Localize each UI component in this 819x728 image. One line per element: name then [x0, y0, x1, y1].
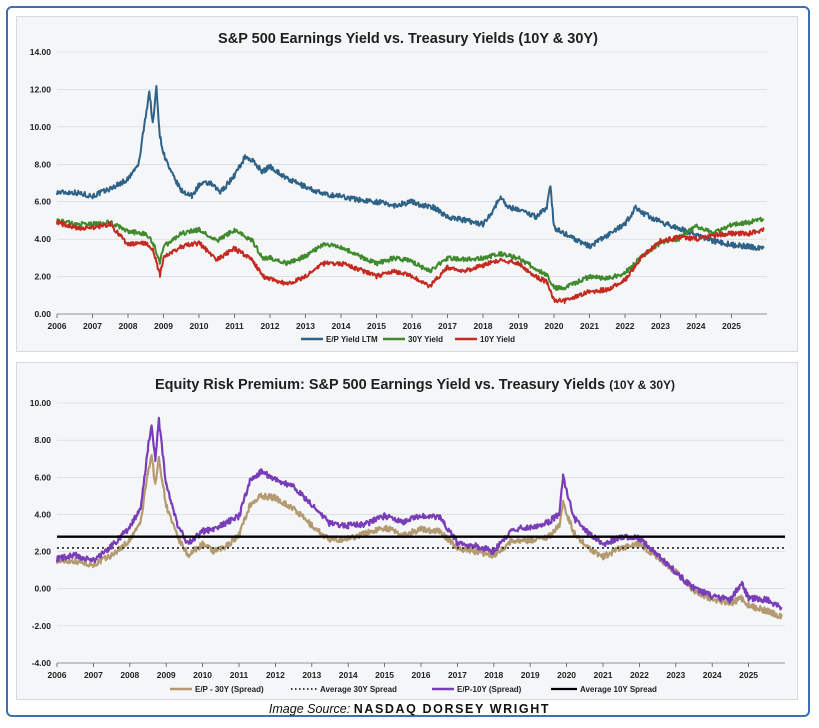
x-tick-label: 2019 [521, 670, 540, 680]
legend-label-spread30: E/P - 30Y (Spread) [195, 685, 264, 694]
x-tick-label: 2013 [302, 670, 321, 680]
chart-title-main: Equity Risk Premium: S&P 500 Earnings Yi… [155, 377, 605, 393]
yields-chart: S&P 500 Earnings Yield vs. Treasury Yiel… [30, 31, 767, 344]
x-tick-label: 2024 [687, 321, 706, 331]
x-tick-label: 2006 [48, 670, 67, 680]
x-tick-label: 2020 [545, 321, 564, 331]
y-tick-label: 14.00 [30, 47, 52, 57]
source-prefix: Image Source: [268, 702, 351, 716]
x-tick-label: 2008 [120, 670, 139, 680]
x-tick-label: 2020 [557, 670, 576, 680]
legend-label-avg10: Average 10Y Spread [580, 685, 657, 694]
series-line-ep [56, 85, 765, 252]
legend-label-spread10: E/P-10Y (Spread) [457, 685, 522, 694]
y-tick-label: 4.00 [34, 509, 51, 519]
y-tick-label: 0.00 [34, 309, 51, 319]
x-tick-label: 2017 [438, 321, 457, 331]
x-tick-label: 2022 [630, 670, 649, 680]
x-tick-label: 2018 [474, 321, 493, 331]
x-tick-label: 2019 [509, 321, 528, 331]
legend-label-30y: 30Y Yield [408, 335, 443, 344]
series-line-10y [56, 219, 765, 304]
x-tick-label: 2022 [616, 321, 635, 331]
x-tick-label: 2012 [261, 321, 280, 331]
chart-panel-risk-premium: Equity Risk Premium: S&P 500 Earnings Yi… [16, 362, 798, 700]
x-tick-label: 2024 [703, 670, 722, 680]
y-tick-label: 6.00 [34, 197, 51, 207]
source-brand: NASDAQ DORSEY WRIGHT [353, 702, 551, 716]
x-tick-label: 2016 [412, 670, 431, 680]
x-tick-label: 2007 [84, 670, 103, 680]
x-tick-label: 2023 [651, 321, 670, 331]
y-tick-label: 10.00 [30, 398, 52, 408]
plot-area: -4.00 -2.00 0.00 2.00 4.00 6.00 8.00 10.00 2006 2… [30, 398, 785, 694]
y-tick-label: 4.00 [34, 234, 51, 244]
x-tick-label: 2021 [594, 670, 613, 680]
x-tick-label: 2025 [739, 670, 758, 680]
x-tick-label: 2012 [266, 670, 285, 680]
chart-title-suffix: (10Y & 30Y) [609, 378, 675, 392]
x-tick-label: 2009 [157, 670, 176, 680]
x-tick-label: 2011 [225, 321, 244, 331]
series-line-30y [56, 216, 765, 291]
y-tick-label: 6.00 [34, 472, 51, 482]
chart-panel-yields: S&P 500 Earnings Yield vs. Treasury Yiel… [16, 16, 798, 352]
x-tick-label: 2015 [367, 321, 386, 331]
image-source: Image Source: NASDAQ DORSEY WRIGHT [0, 702, 819, 716]
chart-title: S&P 500 Earnings Yield vs. Treasury Yiel… [218, 31, 598, 47]
x-tick-label: 2009 [154, 321, 173, 331]
legend-label-avg30: Average 30Y Spread [320, 685, 397, 694]
plot-area: 0.00 2.00 4.00 6.00 8.00 10.00 12.00 14.00 2006 2… [30, 47, 767, 344]
legend-label-ep: E/P Yield LTM [326, 335, 378, 344]
x-tick-label: 2021 [580, 321, 599, 331]
x-tick-label: 2010 [193, 670, 212, 680]
x-tick-label: 2014 [339, 670, 358, 680]
risk-premium-chart: Equity Risk Premium: S&P 500 Earnings Yi… [30, 377, 785, 694]
x-tick-label: 2013 [296, 321, 315, 331]
chart-title: Equity Risk Premium: S&P 500 Earnings Yi… [155, 377, 675, 393]
legend-label-10y: 10Y Yield [480, 335, 515, 344]
y-tick-label: 12.00 [30, 84, 52, 94]
x-tick-label: 2016 [403, 321, 422, 331]
x-tick-label: 2010 [190, 321, 209, 331]
x-tick-label: 2018 [484, 670, 503, 680]
y-tick-label: 10.00 [30, 122, 52, 132]
series-line-spread10 [55, 416, 783, 611]
y-tick-label: -4.00 [32, 658, 52, 668]
x-tick-label: 2015 [375, 670, 394, 680]
x-tick-label: 2006 [48, 321, 67, 331]
x-tick-label: 2014 [332, 321, 351, 331]
x-tick-label: 2023 [666, 670, 685, 680]
x-tick-label: 2011 [230, 670, 249, 680]
y-tick-label: -2.00 [32, 621, 52, 631]
y-tick-label: 0.00 [34, 584, 51, 594]
x-tick-label: 2007 [83, 321, 102, 331]
y-tick-label: 8.00 [34, 435, 51, 445]
y-tick-label: 8.00 [34, 159, 51, 169]
y-tick-label: 2.00 [34, 272, 51, 282]
x-tick-label: 2025 [722, 321, 741, 331]
x-tick-label: 2008 [119, 321, 138, 331]
x-tick-label: 2017 [448, 670, 467, 680]
y-tick-label: 2.00 [34, 547, 51, 557]
